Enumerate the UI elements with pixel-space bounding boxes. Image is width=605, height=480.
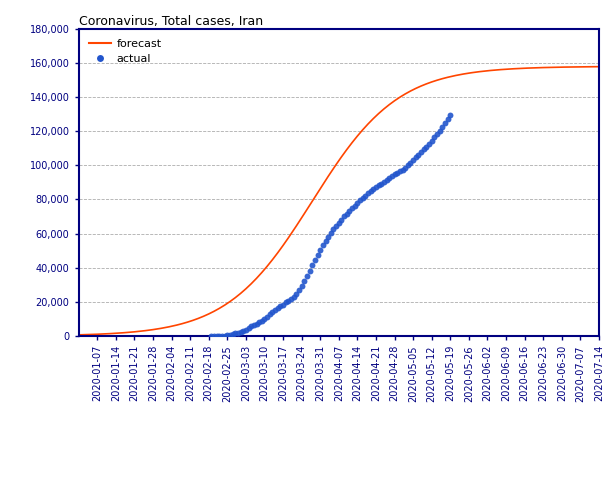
Point bbox=[329, 225, 338, 233]
Point bbox=[292, 290, 301, 298]
Point bbox=[323, 233, 333, 240]
Point bbox=[227, 331, 237, 338]
Point bbox=[435, 127, 445, 135]
Point bbox=[355, 196, 365, 204]
Point bbox=[231, 330, 240, 337]
Point bbox=[432, 130, 442, 138]
Point bbox=[419, 145, 428, 153]
Point bbox=[241, 326, 250, 334]
Point bbox=[437, 123, 447, 131]
Point bbox=[212, 332, 221, 340]
Point bbox=[387, 172, 397, 180]
Point bbox=[395, 168, 405, 175]
Point bbox=[339, 213, 349, 220]
Point bbox=[390, 171, 399, 179]
Point bbox=[209, 332, 219, 340]
Point bbox=[318, 241, 328, 249]
Point bbox=[422, 143, 431, 151]
Point bbox=[254, 318, 264, 326]
Point bbox=[278, 301, 288, 309]
Point bbox=[249, 321, 259, 329]
Point bbox=[350, 202, 359, 209]
Point bbox=[273, 305, 283, 312]
Point bbox=[393, 169, 402, 177]
Point bbox=[403, 162, 413, 169]
Point bbox=[379, 178, 389, 185]
Point bbox=[206, 332, 216, 340]
Point bbox=[347, 204, 357, 212]
Point bbox=[445, 111, 455, 119]
Point bbox=[299, 277, 309, 285]
Point bbox=[265, 311, 275, 318]
Point bbox=[257, 317, 267, 324]
Point bbox=[321, 237, 330, 245]
Point bbox=[430, 133, 439, 141]
Point bbox=[411, 154, 420, 161]
Text: Coronavirus, Total cases, Iran: Coronavirus, Total cases, Iran bbox=[79, 14, 263, 28]
Point bbox=[305, 267, 315, 275]
Point bbox=[416, 148, 426, 156]
Point bbox=[374, 181, 384, 189]
Point bbox=[342, 210, 352, 217]
Point bbox=[363, 190, 373, 197]
Point bbox=[281, 299, 290, 306]
Point bbox=[270, 307, 280, 314]
Point bbox=[405, 159, 415, 167]
Legend: forecast, actual: forecast, actual bbox=[84, 35, 166, 69]
Point bbox=[366, 187, 376, 195]
Point bbox=[233, 329, 243, 336]
Point bbox=[332, 222, 341, 229]
Point bbox=[267, 308, 277, 316]
Point bbox=[361, 192, 370, 200]
Point bbox=[371, 184, 381, 192]
Point bbox=[286, 295, 296, 303]
Point bbox=[260, 315, 269, 323]
Point bbox=[326, 229, 336, 237]
Point bbox=[353, 199, 362, 207]
Point bbox=[414, 151, 424, 158]
Point bbox=[384, 174, 394, 182]
Point bbox=[244, 324, 253, 332]
Point bbox=[307, 261, 317, 269]
Point bbox=[275, 302, 285, 310]
Point bbox=[238, 327, 248, 335]
Point bbox=[217, 332, 227, 339]
Point bbox=[225, 331, 235, 339]
Point bbox=[427, 137, 437, 144]
Point bbox=[345, 207, 355, 215]
Point bbox=[246, 322, 256, 330]
Point bbox=[215, 332, 224, 340]
Point bbox=[302, 272, 312, 279]
Point bbox=[236, 328, 246, 336]
Point bbox=[252, 320, 261, 328]
Point bbox=[334, 219, 344, 227]
Point bbox=[408, 156, 418, 164]
Point bbox=[397, 166, 407, 174]
Point bbox=[263, 313, 272, 321]
Point bbox=[376, 180, 386, 187]
Point bbox=[401, 164, 410, 171]
Point bbox=[223, 332, 232, 339]
Point bbox=[358, 194, 367, 202]
Point bbox=[220, 332, 229, 339]
Point bbox=[310, 256, 320, 264]
Point bbox=[424, 140, 434, 147]
Point bbox=[284, 297, 293, 305]
Point bbox=[315, 246, 325, 254]
Point bbox=[313, 251, 322, 259]
Point bbox=[297, 282, 307, 289]
Point bbox=[368, 185, 378, 193]
Point bbox=[336, 216, 346, 224]
Point bbox=[294, 286, 304, 294]
Point bbox=[382, 176, 391, 184]
Point bbox=[440, 120, 450, 127]
Point bbox=[443, 116, 453, 123]
Point bbox=[289, 293, 298, 300]
